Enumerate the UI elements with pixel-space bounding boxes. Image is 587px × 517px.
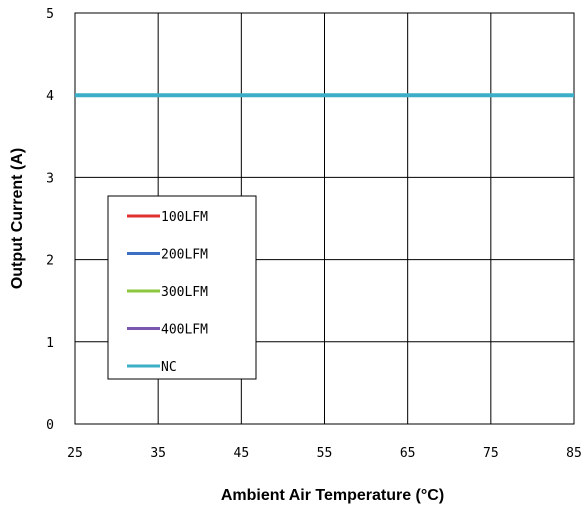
x-tick-label: 45 xyxy=(234,446,250,461)
x-tick-label: 35 xyxy=(150,446,166,461)
legend-label: 400LFM xyxy=(161,323,208,338)
x-tick-label: 85 xyxy=(566,446,582,461)
y-tick-label: 5 xyxy=(46,7,54,22)
legend-label: 300LFM xyxy=(161,285,208,300)
legend-label: NC xyxy=(161,360,177,375)
y-tick-label: 4 xyxy=(46,89,54,104)
legend-box xyxy=(107,195,257,380)
legend-label: 100LFM xyxy=(161,210,208,225)
y-tick-label: 3 xyxy=(46,171,54,186)
y-axis-title: Output Current (A) xyxy=(9,148,26,289)
x-tick-label: 25 xyxy=(67,446,83,461)
x-tick-label: 65 xyxy=(400,446,416,461)
x-tick-labels: 25 35 45 55 65 75 85 xyxy=(67,446,582,461)
y-tick-label: 2 xyxy=(46,254,54,269)
plot-frame xyxy=(74,12,575,425)
y-tick-labels: 0 1 2 3 4 5 xyxy=(46,7,54,433)
x-tick-label: 55 xyxy=(317,446,333,461)
x-tick-label: 75 xyxy=(483,446,499,461)
legend: 100LFM 200LFM 300LFM 400LFM NC xyxy=(107,195,257,380)
y-tick-label: 1 xyxy=(46,336,54,351)
x-axis-title: Ambient Air Temperature (°C) xyxy=(221,487,444,504)
legend-label: 200LFM xyxy=(161,248,208,263)
y-tick-label: 0 xyxy=(46,418,54,433)
